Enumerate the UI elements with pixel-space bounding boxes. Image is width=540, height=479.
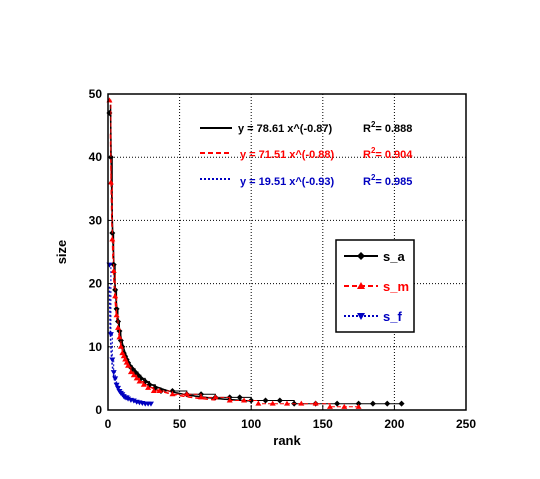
data-point-s-m [255, 400, 262, 406]
data-point-s-m [226, 397, 233, 403]
data-point-s-m [109, 236, 116, 242]
x-tick-label: 150 [313, 417, 333, 431]
data-point-s-m [140, 381, 147, 387]
y-tick-label: 30 [89, 213, 103, 227]
data-point-s-m [198, 394, 205, 400]
data-point-s-m [156, 388, 163, 394]
legend: s_a s_m s_f [335, 239, 415, 333]
y-tick-label: 20 [89, 277, 103, 291]
data-point-s-m [136, 378, 143, 384]
ticks: 0 50 100 150 200 250 0 10 20 30 40 50 [89, 87, 477, 431]
legend-label-s-f: s_f [383, 309, 402, 324]
x-tick-label: 100 [241, 417, 261, 431]
data-point-s-a [107, 154, 114, 161]
data-point-s-m [169, 391, 176, 397]
legend-marker-s-m [357, 282, 365, 289]
data-point-s-m [150, 388, 157, 394]
fit-equations: y = 78.61 x^(-0.87) R2= 0.888 y = 71.51 … [200, 120, 413, 188]
data-point-s-m [117, 343, 124, 349]
y-tick-label: 40 [89, 150, 103, 164]
fit-equation-m: y = 71.51 x^(-0.88) [240, 149, 335, 161]
legend-label-s-m: s_m [383, 279, 409, 294]
data-point-s-a [169, 388, 176, 395]
data-point-s-a [334, 400, 341, 407]
x-axis-label: rank [273, 433, 301, 448]
data-point-s-a [276, 397, 283, 404]
data-point-s-m [241, 397, 248, 403]
data-point-s-a [384, 400, 391, 407]
legend-marker-s-f [357, 313, 365, 320]
data-point-s-m [116, 334, 123, 340]
data-point-s-f [113, 382, 120, 388]
data-point-s-f [110, 370, 117, 376]
data-point-s-f [107, 332, 114, 338]
data-point-s-a [355, 400, 362, 407]
data-point-s-f [147, 401, 154, 407]
data-point-s-f [115, 385, 122, 391]
x-tick-label: 50 [173, 417, 187, 431]
data-point-s-f [130, 398, 137, 404]
data-point-s-m [284, 400, 290, 406]
data-point-s-f [112, 376, 119, 382]
data-point-s-m [212, 394, 219, 400]
data-point-s-m [107, 179, 114, 185]
fit-r2-m: R2= 0.904 [363, 146, 413, 161]
x-tick-label: 250 [456, 417, 476, 431]
x-tick-label: 0 [105, 417, 112, 431]
y-tick-label: 0 [95, 403, 102, 417]
series-marks [106, 97, 405, 409]
data-point-s-m [110, 267, 117, 273]
y-tick-label: 50 [89, 87, 103, 101]
data-point-s-m [125, 362, 132, 368]
data-point-s-m [326, 403, 333, 409]
data-point-s-m [127, 369, 134, 375]
data-point-s-m [312, 400, 319, 406]
plot-frame [107, 93, 467, 411]
data-point-s-m [133, 375, 140, 381]
fit-r2-a: R2= 0.888 [363, 120, 412, 135]
data-point-s-a [369, 400, 376, 407]
fit-equation-f: y = 19.51 x^(-0.93) [240, 176, 335, 188]
fit-r2-f: R2= 0.985 [363, 173, 412, 188]
data-point-s-m [145, 384, 152, 390]
data-point-s-m [183, 391, 190, 397]
data-point-s-m [113, 312, 120, 318]
legend-marker-s-a [357, 252, 365, 260]
data-point-s-f [109, 357, 116, 363]
data-point-s-m [341, 403, 348, 409]
y-axis-label: size [54, 240, 69, 265]
data-point-s-m [112, 293, 119, 299]
data-point-s-m [115, 324, 122, 330]
y-tick-label: 10 [89, 340, 103, 354]
data-point-s-m [130, 372, 137, 378]
data-point-s-m [355, 403, 362, 409]
data-point-s-a [398, 400, 405, 407]
data-point-s-m [298, 400, 305, 406]
data-point-s-a [113, 305, 120, 312]
data-point-s-m [269, 400, 276, 406]
data-point-s-f [125, 396, 132, 402]
x-tick-label: 200 [384, 417, 404, 431]
legend-label-s-a: s_a [383, 249, 405, 264]
data-point-s-a [262, 397, 269, 404]
fit-equation-a: y = 78.61 x^(-0.87) [238, 123, 333, 135]
data-point-s-a [236, 394, 243, 401]
